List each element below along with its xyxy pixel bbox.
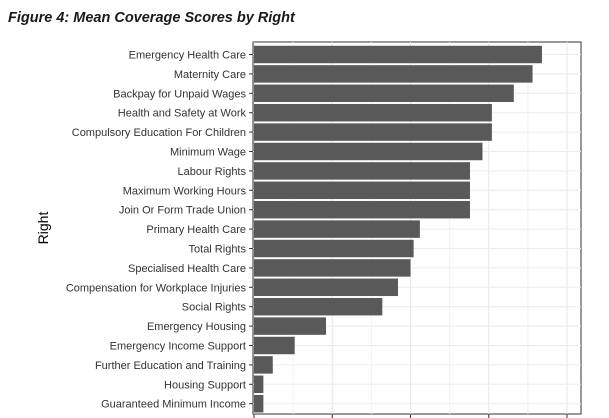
category-label: Total Rights — [189, 244, 247, 256]
y-axis-label: Right — [35, 212, 51, 245]
bar — [254, 317, 326, 335]
category-label: Primary Health Care — [146, 224, 246, 236]
category-label: Backpay for Unpaid Wages — [113, 88, 246, 100]
bar — [254, 181, 470, 200]
bars — [254, 45, 542, 413]
category-label: Emergency Health Care — [129, 50, 246, 62]
figure-title: Figure 4: Mean Coverage Scores by Right — [8, 10, 295, 26]
category-label: Minimum Wage — [170, 147, 246, 159]
bar — [254, 142, 483, 161]
category-label: Emergency Income Support — [110, 341, 246, 353]
category-label: Compensation for Workplace Injuries — [66, 282, 247, 294]
bar — [254, 200, 470, 219]
bar — [254, 103, 492, 122]
bar — [254, 65, 533, 83]
category-label: Compulsory Education For Children — [72, 127, 246, 139]
bar — [254, 297, 383, 316]
bar — [254, 45, 542, 64]
bar — [254, 394, 264, 413]
category-label: Further Education and Training — [95, 360, 246, 372]
x-ticks — [253, 414, 568, 418]
bar — [254, 259, 411, 277]
category-label: Maternity Care — [174, 69, 246, 81]
category-label: Health and Safety at Work — [118, 108, 247, 120]
bar — [254, 375, 264, 394]
category-label: Join Or Form Trade Union — [119, 205, 246, 217]
category-label: Maximum Working Hours — [123, 185, 247, 197]
bar — [254, 278, 398, 297]
bar — [254, 336, 295, 355]
bar — [254, 220, 420, 238]
category-labels: Emergency Health Care Maternity Care Backp… — [66, 50, 253, 411]
category-label: Social Rights — [182, 302, 247, 314]
bar — [254, 123, 492, 141]
bar — [254, 162, 470, 180]
bar — [254, 84, 514, 103]
category-label: Labour Rights — [178, 166, 247, 178]
category-label: Housing Support — [164, 379, 246, 391]
bar — [254, 356, 273, 374]
category-label: Emergency Housing — [147, 321, 246, 333]
category-label: Specialised Health Care — [128, 263, 246, 275]
category-label: Guaranteed Minimum Income — [101, 399, 246, 411]
bar — [254, 239, 414, 258]
